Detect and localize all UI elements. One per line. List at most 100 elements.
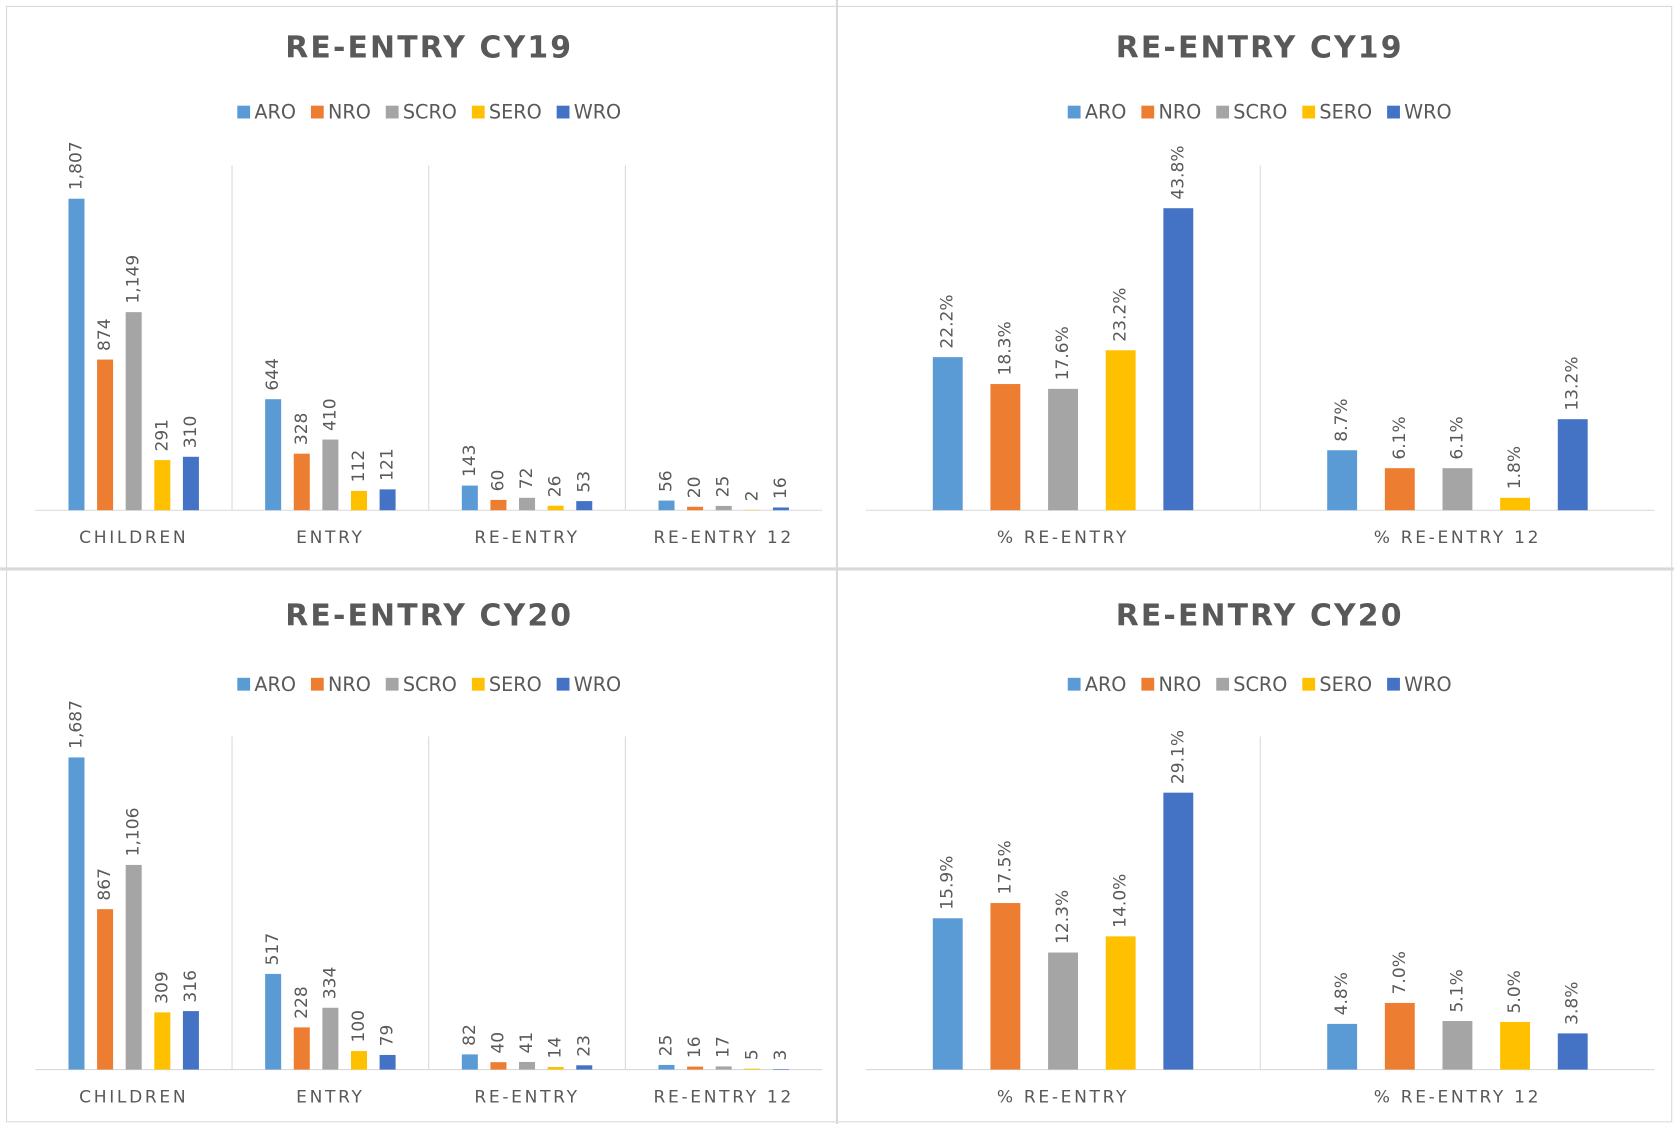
frame <box>6 5 1673 1123</box>
legend-label: NRO <box>1158 101 1201 124</box>
bar <box>547 1066 564 1070</box>
data-label: 121 <box>378 448 398 481</box>
data-label: 53 <box>574 471 594 493</box>
data-label: 25 <box>657 1035 677 1057</box>
legend-swatch <box>471 105 485 119</box>
legend-label: NRO <box>328 673 371 696</box>
data-label: 874 <box>95 318 115 351</box>
data-label: 29.1% <box>1168 730 1188 784</box>
legend-label: WRO <box>574 673 621 696</box>
legend-label: SERO <box>489 673 542 696</box>
bar <box>1557 419 1588 511</box>
data-label: 143 <box>460 444 480 477</box>
bar <box>1105 936 1136 1070</box>
bar <box>1384 468 1415 511</box>
bar <box>68 757 85 1070</box>
legend-label: WRO <box>1404 673 1451 696</box>
legend-swatch <box>556 105 570 119</box>
bar <box>1048 388 1078 511</box>
legend-label: SCRO <box>403 101 457 124</box>
legend-swatch <box>1067 105 1081 119</box>
data-label: 1,106 <box>124 808 144 857</box>
legend-label: NRO <box>328 101 371 124</box>
data-label: 8.7% <box>1332 398 1352 441</box>
bar <box>322 439 339 511</box>
bar <box>990 903 1021 1070</box>
x-tick-label: ENTRY <box>296 1087 365 1107</box>
bar <box>715 1066 732 1070</box>
bar <box>97 359 114 511</box>
data-label: 334 <box>320 967 340 1000</box>
legend-label: SCRO <box>1233 101 1287 124</box>
bar <box>772 1069 789 1070</box>
bar <box>1442 468 1473 511</box>
legend-label: SERO <box>1319 101 1372 124</box>
data-label: 16 <box>771 477 791 499</box>
legend-label: ARO <box>1085 673 1127 696</box>
bar <box>1500 1021 1531 1070</box>
data-label: 291 <box>152 419 172 452</box>
bar <box>1384 1002 1415 1070</box>
bar <box>1048 952 1078 1070</box>
legend-label: WRO <box>1404 101 1451 124</box>
bar <box>293 453 310 511</box>
legend-swatch <box>1067 677 1081 691</box>
bar <box>490 1062 507 1070</box>
bar <box>182 456 199 511</box>
data-label: 5 <box>742 1049 762 1060</box>
data-label: 23 <box>574 1035 594 1057</box>
x-tick-label: % RE-ENTRY 12 <box>1374 1087 1541 1107</box>
bar <box>1163 792 1194 1070</box>
legend-swatch <box>1387 677 1400 691</box>
data-label: 82 <box>460 1024 480 1046</box>
bar <box>293 1027 310 1070</box>
x-tick-label: ENTRY <box>296 528 365 548</box>
x-tick-label: RE-ENTRY <box>474 528 579 548</box>
bar <box>490 499 507 511</box>
data-label: 22.2% <box>938 294 958 348</box>
legend-swatch <box>310 105 324 119</box>
data-label: 517 <box>263 933 283 966</box>
bar <box>1327 450 1358 511</box>
data-label: 1,149 <box>124 255 144 304</box>
data-label: 1.8% <box>1505 446 1525 489</box>
data-label: 16 <box>685 1036 705 1058</box>
bar <box>1327 1023 1358 1070</box>
chart-title: RE-ENTRY CY19 <box>285 31 573 66</box>
legend-swatch <box>1216 105 1230 119</box>
x-tick-label: CHILDREN <box>79 528 188 548</box>
bar <box>990 384 1021 511</box>
data-label: 228 <box>292 986 312 1019</box>
bar <box>687 506 704 511</box>
data-label: 112 <box>349 450 369 483</box>
bar <box>1105 350 1136 511</box>
legend-label: ARO <box>1085 101 1127 124</box>
data-label: 3 <box>771 1050 791 1061</box>
data-label: 3.8% <box>1563 982 1583 1025</box>
x-tick-label: CHILDREN <box>79 1087 188 1107</box>
legend-swatch <box>1141 677 1155 691</box>
bar <box>265 399 282 511</box>
data-label: 5.0% <box>1505 970 1525 1013</box>
bar <box>576 1065 593 1070</box>
data-label: 14 <box>546 1037 566 1059</box>
legend-swatch <box>310 677 324 691</box>
data-label: 328 <box>292 413 312 446</box>
bar <box>461 1054 478 1070</box>
data-label: 13.2% <box>1563 356 1583 410</box>
legend-swatch <box>1302 105 1316 119</box>
data-label: 14.0% <box>1111 874 1131 928</box>
legend-swatch <box>385 105 399 119</box>
legend-swatch <box>385 677 399 691</box>
chart-title: RE-ENTRY CY20 <box>1116 598 1404 633</box>
bar <box>68 198 85 511</box>
bar <box>519 1061 536 1070</box>
bar <box>182 1011 199 1070</box>
bar <box>772 507 789 511</box>
data-label: 60 <box>488 470 508 492</box>
x-tick-label: RE-ENTRY <box>474 1087 579 1107</box>
bar <box>932 918 963 1070</box>
data-label: 43.8% <box>1168 145 1188 199</box>
data-label: 1,807 <box>66 141 86 190</box>
